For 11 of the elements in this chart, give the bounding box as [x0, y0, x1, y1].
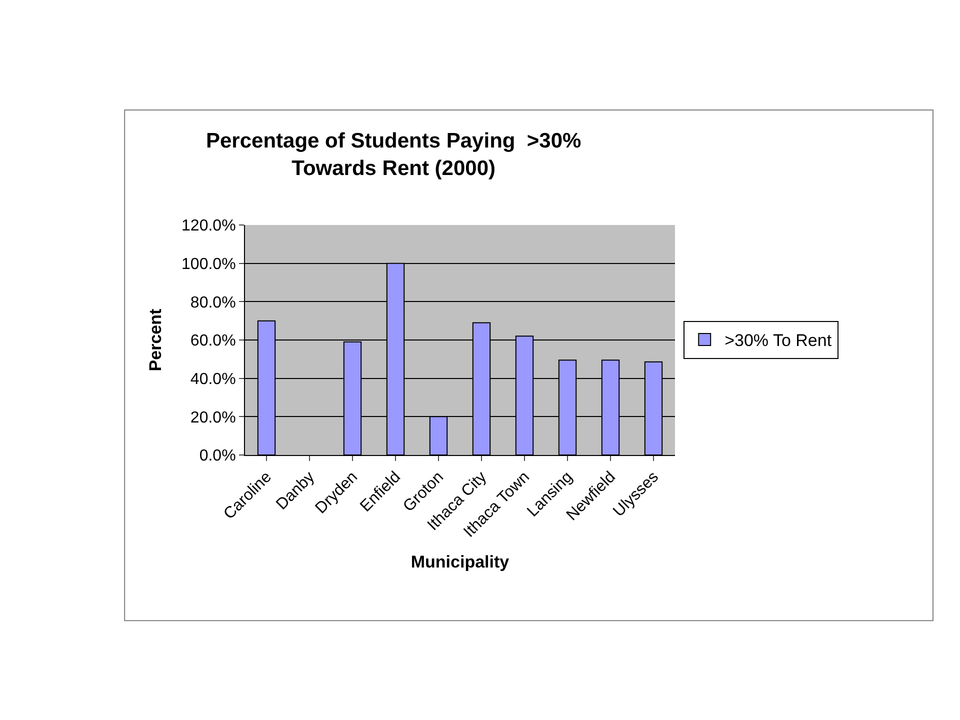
y-tick-label: 20.0%: [190, 409, 236, 426]
y-tick-label: 100.0%: [182, 256, 236, 273]
y-tick-label: 80.0%: [190, 294, 236, 312]
legend-label: >30% To Rent: [724, 331, 832, 350]
chart-title: Percentage of Students Paying >30% Towards Rent (2000): [206, 130, 582, 180]
y-axis-title: Percent: [146, 308, 166, 372]
y-tick-label: 120.0%: [182, 218, 236, 235]
x-axis-title: Municipality: [410, 552, 510, 572]
y-tick-label: 60.0%: [190, 332, 236, 350]
y-tick-label: 0.0%: [199, 448, 236, 465]
y-tick-label: 40.0%: [190, 370, 236, 388]
